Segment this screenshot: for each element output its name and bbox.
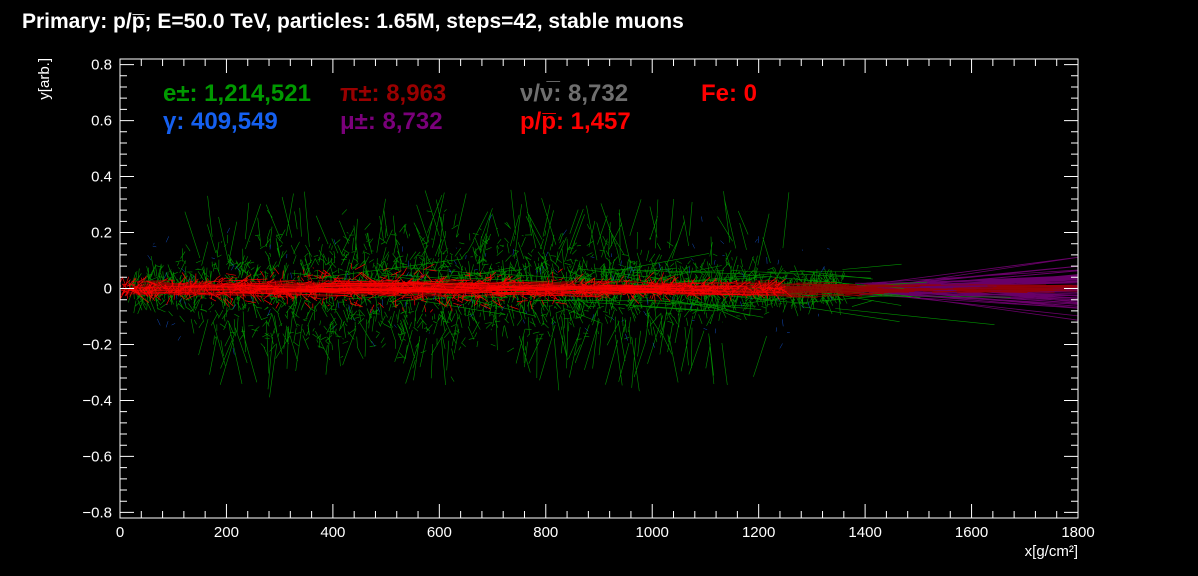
- x-axis-label: x[g/cm²]: [1025, 543, 1078, 560]
- y-tick-label: 0: [104, 281, 112, 298]
- y-axis-label: y[arb.]: [36, 58, 53, 100]
- x-tick-label: 1400: [848, 524, 881, 541]
- legend-entry: μ±: 8,732: [340, 108, 443, 135]
- y-tick-label: −0.4: [82, 392, 112, 409]
- x-tick-label: 800: [533, 524, 558, 541]
- chart-title: Primary: p/p̅; E=50.0 TeV, particles: 1.…: [22, 10, 684, 33]
- legend-entry: Fe: 0: [701, 80, 757, 107]
- y-tick-label: 0.6: [91, 113, 112, 130]
- x-tick-label: 1000: [636, 524, 669, 541]
- legend-entry: γ: 409,549: [163, 108, 278, 135]
- x-tick-label: 0: [116, 524, 124, 541]
- y-tick-label: −0.6: [82, 448, 112, 465]
- major-ticks: [119, 59, 1079, 518]
- legend-entry: ν/ν̅: 8,732: [520, 80, 628, 107]
- legend-entry: p/p̅: 1,457: [520, 108, 631, 135]
- x-tick-label: 400: [320, 524, 345, 541]
- y-tick-label: 0.8: [91, 57, 112, 74]
- y-tick-label: −0.2: [82, 336, 112, 353]
- x-tick-label: 1800: [1061, 524, 1094, 541]
- y-tick-label: −0.8: [82, 504, 112, 521]
- axes: 0 200 400 600 800 1000 1200 1400 1600 1800 −0.8 −0.…: [82, 57, 1094, 541]
- legend-entry: π±: 8,963: [340, 80, 446, 107]
- minor-ticks: [120, 59, 1078, 518]
- x-tick-label: 600: [427, 524, 452, 541]
- y-tick-label: 0.4: [91, 169, 112, 186]
- legend-entry: e±: 1,214,521: [163, 80, 311, 107]
- particle-tracks: [120, 189, 1078, 398]
- x-tick-label: 1600: [955, 524, 988, 541]
- proton-tracks: [120, 263, 793, 313]
- x-tick-label: 200: [214, 524, 239, 541]
- x-tick-label: 1200: [742, 524, 775, 541]
- y-tick-label: 0.2: [91, 225, 112, 242]
